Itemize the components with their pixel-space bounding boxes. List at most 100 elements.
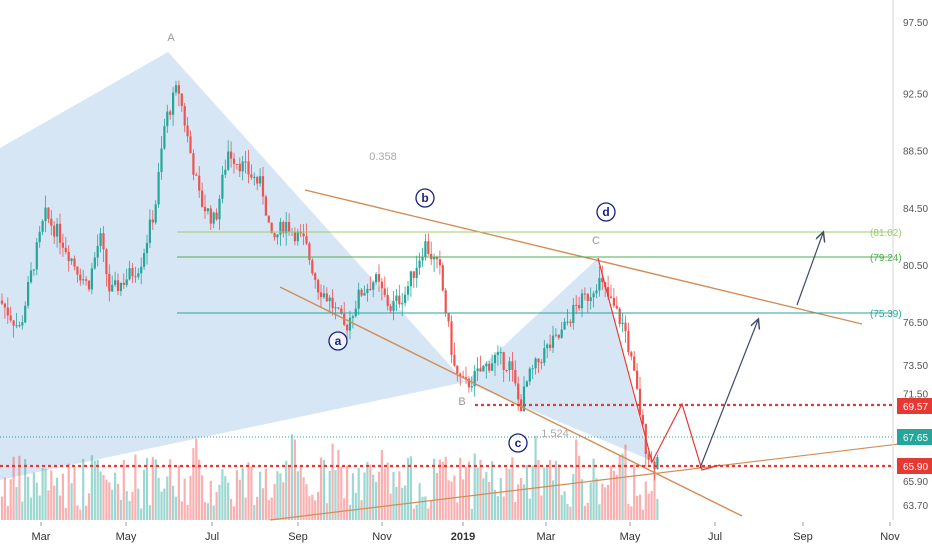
- candle-body: [0, 300, 4, 304]
- price-tick-label: 65.90: [903, 477, 928, 488]
- volume-bar: [647, 493, 650, 520]
- volume-bar: [114, 472, 117, 520]
- volume-bar: [209, 480, 212, 520]
- volume-bar: [638, 494, 642, 520]
- candle-body: [166, 111, 169, 127]
- candle-body: [656, 457, 659, 470]
- volume-bar: [493, 489, 497, 520]
- candle-body: [537, 358, 540, 363]
- volume-bar: [27, 476, 30, 520]
- volume-bar: [473, 453, 476, 520]
- volume-bar: [56, 477, 59, 520]
- candle-body: [441, 265, 444, 291]
- candle-body: [511, 361, 514, 370]
- volume-bar: [131, 491, 134, 520]
- volume-bar: [322, 459, 325, 520]
- volume-bar: [145, 457, 149, 520]
- volume-bar: [44, 468, 47, 520]
- volume-bar: [389, 493, 392, 520]
- candle-body: [595, 290, 598, 294]
- candle-body: [218, 198, 221, 220]
- volume-bar: [459, 457, 462, 520]
- volume-bar: [598, 504, 601, 520]
- volume-bar: [53, 485, 56, 520]
- price-tick-label: 97.50: [903, 18, 928, 29]
- candle-body: [467, 379, 470, 388]
- candle-body: [372, 282, 375, 290]
- volume-bar: [612, 470, 615, 520]
- volume-bar: [218, 484, 221, 520]
- volume-bar: [543, 467, 546, 520]
- candle-body: [105, 249, 108, 274]
- candle-body: [195, 174, 198, 176]
- volume-bar: [212, 505, 215, 520]
- volume-bar: [151, 456, 154, 520]
- volume-bar: [375, 481, 378, 520]
- candle-body: [241, 161, 244, 172]
- volume-bar: [288, 466, 291, 520]
- candle-body: [50, 218, 53, 226]
- candle-body: [90, 268, 93, 290]
- candle-body: [215, 212, 218, 220]
- volume-bar: [99, 471, 102, 520]
- volume-bar: [630, 506, 633, 520]
- candle-body: [163, 126, 166, 149]
- volume-bar: [73, 466, 76, 520]
- volume-bar: [137, 488, 140, 520]
- volume-bar: [360, 500, 363, 520]
- pattern-label: 1.524: [541, 428, 569, 440]
- candle-body: [636, 370, 639, 389]
- candle-body: [496, 352, 499, 355]
- candle-body: [534, 358, 537, 369]
- volume-bar: [534, 435, 537, 520]
- candle-body: [238, 163, 241, 172]
- volume-bar: [311, 494, 314, 520]
- candle-body: [221, 174, 224, 199]
- candle-body: [476, 368, 479, 371]
- volume-bar: [522, 484, 526, 520]
- candle-body: [557, 334, 560, 338]
- volume-bar: [337, 449, 340, 520]
- time-tick-label: Jul: [205, 531, 219, 543]
- candle-body: [85, 279, 88, 281]
- wave-label-circle: [415, 188, 435, 208]
- candle-body: [488, 363, 491, 371]
- volume-bar: [70, 483, 73, 520]
- candle-body: [3, 303, 6, 308]
- candle-body: [348, 317, 352, 331]
- price-tag: [897, 398, 932, 414]
- wave-label-circle: [596, 202, 616, 222]
- volume-bar: [592, 458, 595, 520]
- candle-body: [447, 312, 450, 322]
- volume-bar: [140, 508, 143, 520]
- volume-bar: [404, 485, 407, 520]
- volume-bar: [366, 461, 369, 520]
- price-axis: 97.50 92.50 88.50 84.50 80.50 76.50 73.50 71.50…: [892, 0, 932, 520]
- wave-label-circle: [508, 433, 528, 453]
- candle-body: [143, 253, 146, 267]
- candle-body: [44, 207, 47, 222]
- volume-bar: [128, 501, 131, 520]
- time-tick-label: Mar: [32, 531, 51, 543]
- volume-bar: [583, 505, 586, 520]
- candle-body: [609, 296, 613, 298]
- wave-label: a: [335, 334, 342, 348]
- volume-bar: [409, 456, 412, 520]
- volume-bar: [235, 470, 238, 520]
- candle-body: [9, 315, 12, 321]
- candle-body: [160, 148, 163, 172]
- candle-body: [575, 304, 578, 306]
- candle-body: [140, 266, 143, 274]
- volume-bar: [166, 476, 169, 520]
- price-tag-label: 65.90: [903, 462, 928, 473]
- candle-body: [224, 169, 227, 175]
- volume-bar: [105, 479, 108, 520]
- wave-label: b: [421, 191, 428, 205]
- harmonic-pattern-layer: [0, 52, 650, 480]
- volume-bar: [282, 482, 285, 520]
- volume-bar: [456, 502, 459, 520]
- volume-bar: [528, 498, 531, 520]
- volume-bar: [102, 475, 105, 520]
